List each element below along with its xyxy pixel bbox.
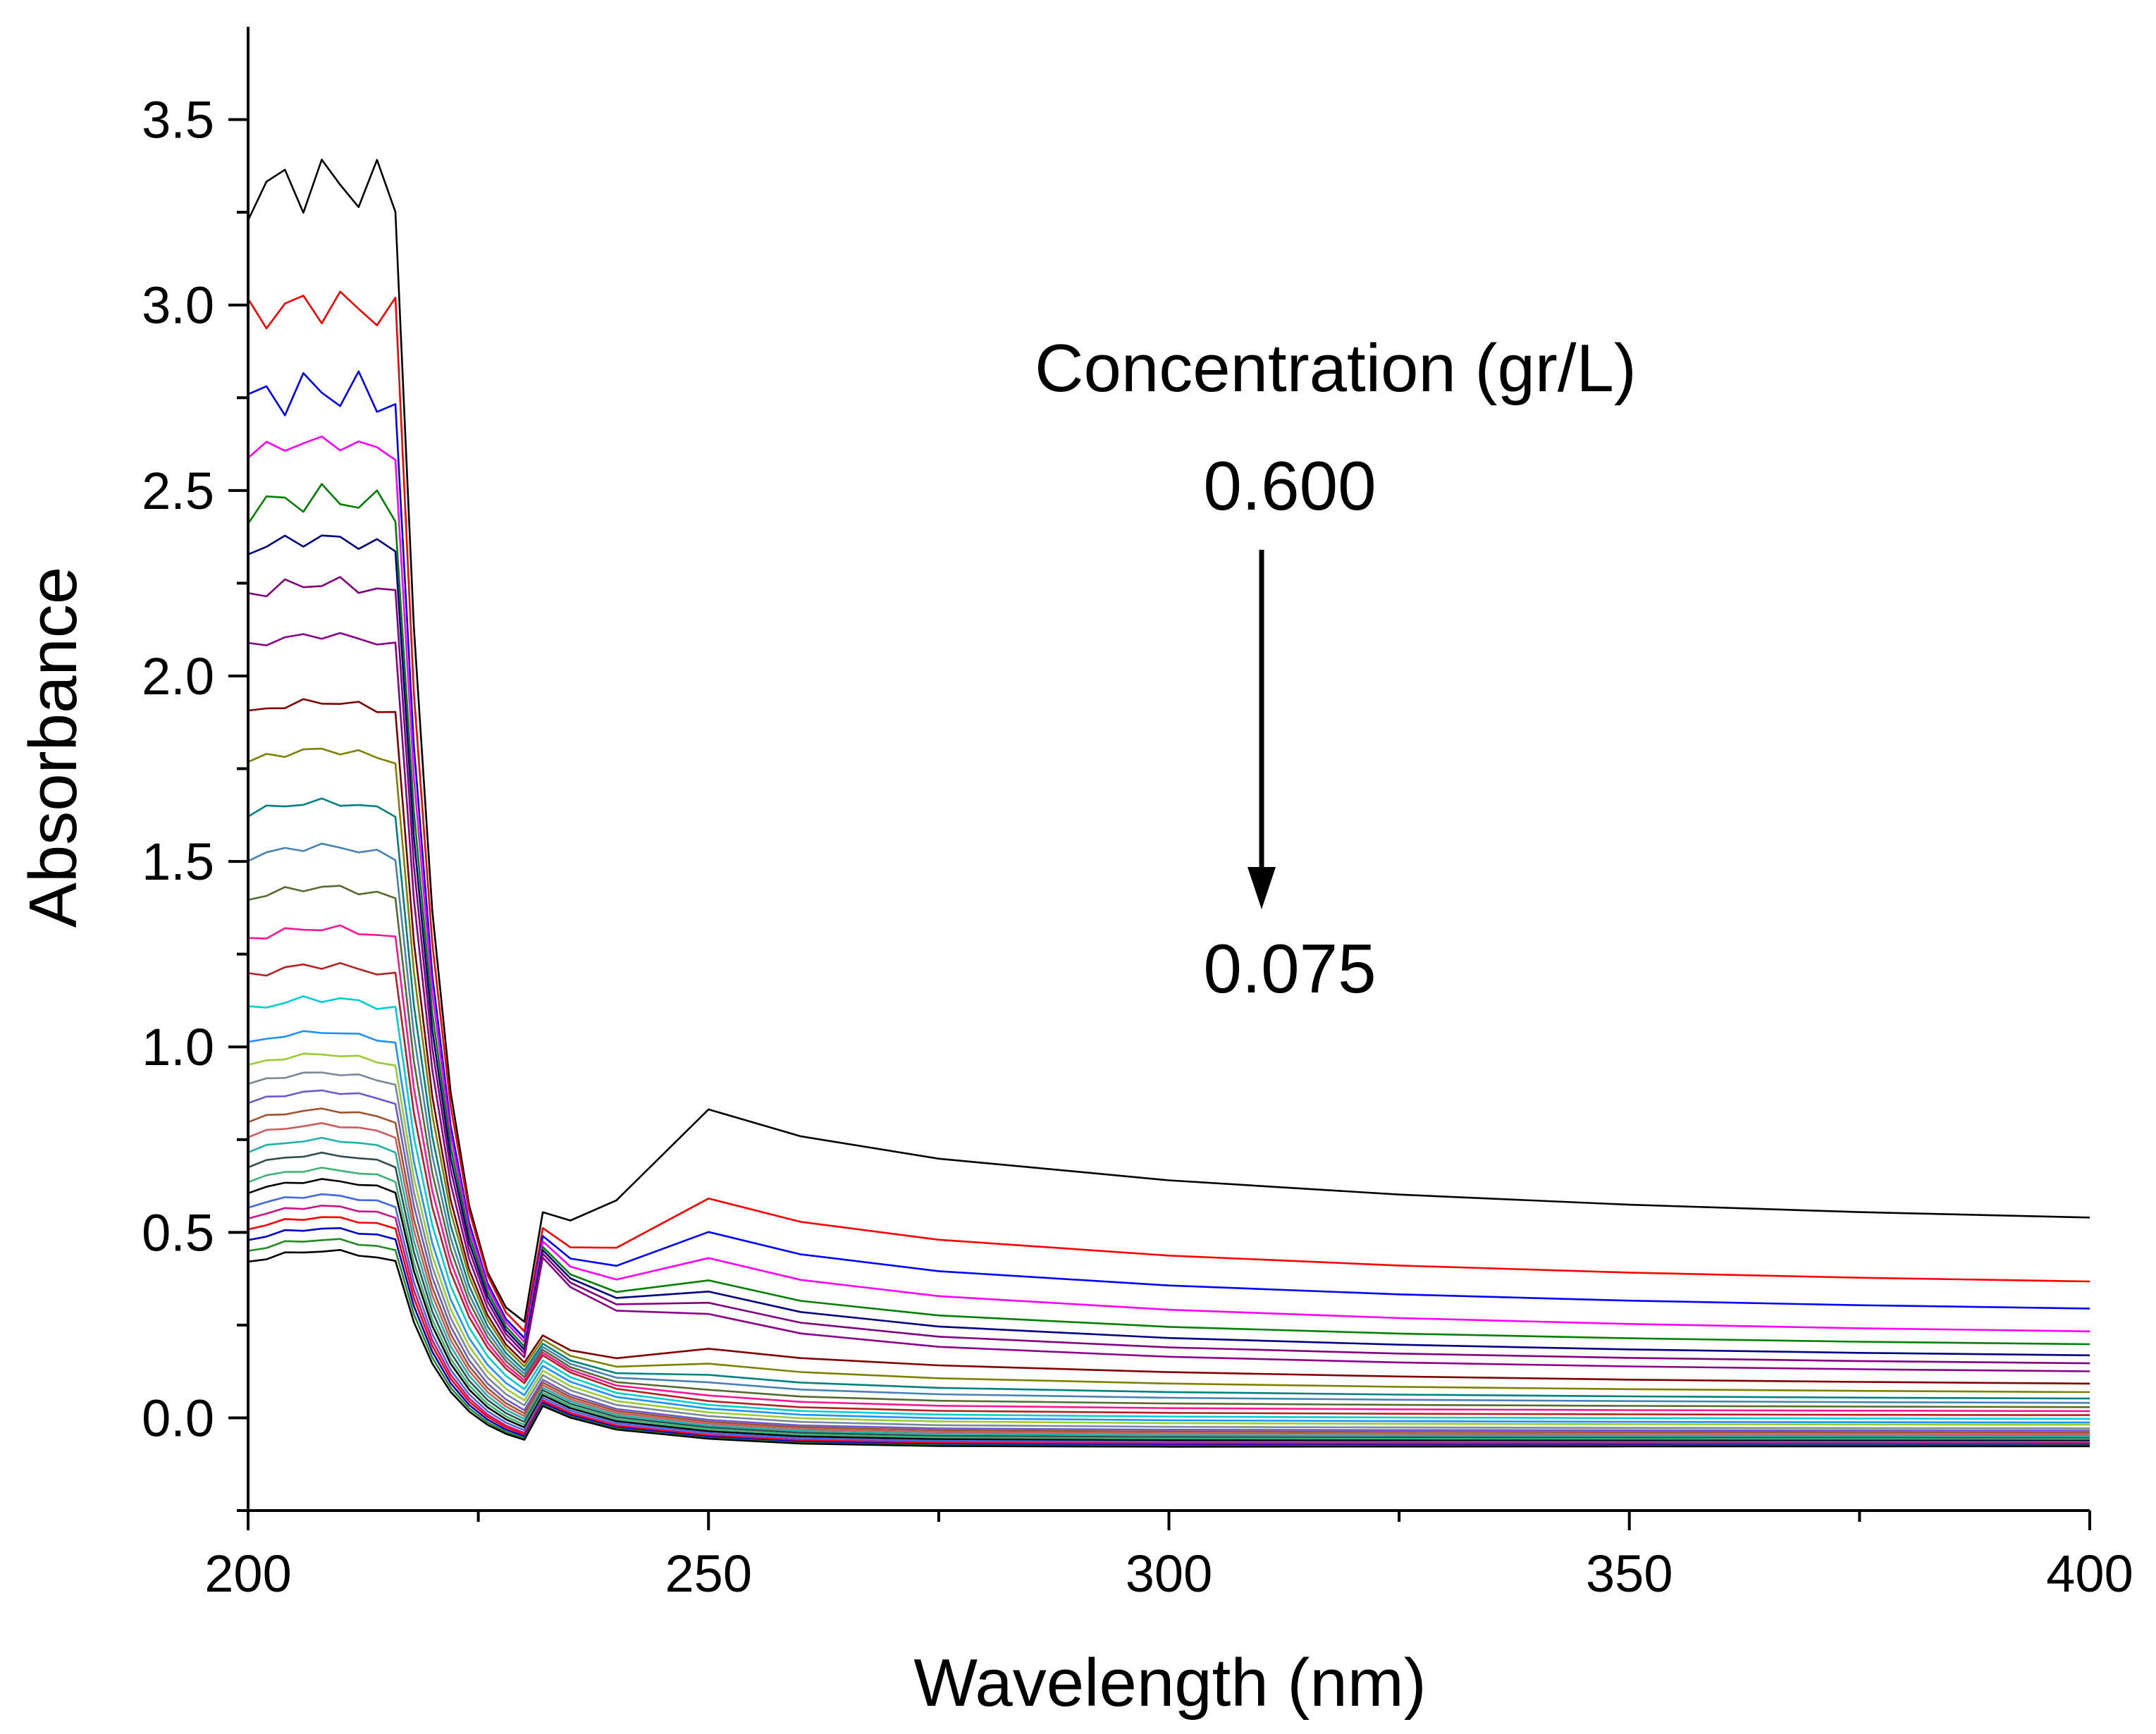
x-tick-label: 250 xyxy=(665,1544,752,1603)
series-line-0.160 xyxy=(247,1107,2090,1434)
axes-layer xyxy=(228,27,2091,1530)
concentration-legend-title: Concentration (gr/L) xyxy=(1035,331,1637,406)
y-tick-label: 3.5 xyxy=(142,91,214,149)
y-tick-label: 1.0 xyxy=(142,1018,214,1076)
series-line-0.120 xyxy=(247,1167,2090,1440)
series-layer xyxy=(247,159,2090,1448)
series-line-0.130 xyxy=(247,1151,2090,1439)
series-line-0.140 xyxy=(247,1136,2090,1437)
series-line-0.100 xyxy=(247,1193,2090,1443)
y-axis-title: Absorbance xyxy=(16,567,91,928)
series-line-0.085 xyxy=(247,1227,2090,1446)
series-line-0.400 xyxy=(247,698,2090,1385)
arrow-end-label: 0.075 xyxy=(1203,930,1376,1007)
series-line-0.325 xyxy=(247,842,2090,1404)
x-tick-label: 200 xyxy=(204,1544,291,1603)
series-line-0.575 xyxy=(247,290,2090,1333)
series-line-0.110 xyxy=(247,1178,2090,1442)
x-axis-title: Wavelength (nm) xyxy=(913,1645,1426,1721)
labels-layer: 200 250 300 350 400 0.0 0.5 1.0 1.5 2.0 2.5 3.0 3.5 xyxy=(142,91,2133,1603)
series-line-0.550 xyxy=(247,370,2090,1339)
series-line-0.190 xyxy=(247,1052,2090,1426)
series-line-0.350 xyxy=(247,797,2090,1400)
series-line-0.525 xyxy=(247,436,2090,1343)
series-line-0.450 xyxy=(247,576,2090,1365)
series-line-0.300 xyxy=(247,885,2090,1408)
series-line-0.500 xyxy=(247,483,2090,1348)
arrow-start-label: 0.600 xyxy=(1203,447,1376,524)
series-line-0.250 xyxy=(247,961,2090,1416)
series-line-0.170 xyxy=(247,1089,2090,1432)
y-tick-label: 2.0 xyxy=(142,647,214,706)
y-tick-label: 1.5 xyxy=(142,832,214,891)
series-line-0.375 xyxy=(247,747,2090,1394)
series-line-0.275 xyxy=(247,924,2090,1413)
series-line-0.090 xyxy=(247,1216,2090,1445)
y-tick-label: 2.5 xyxy=(142,462,214,520)
y-tick-label: 3.0 xyxy=(142,276,214,335)
series-line-0.475 xyxy=(247,534,2090,1357)
series-line-0.180 xyxy=(247,1071,2090,1429)
series-line-0.200 xyxy=(247,1030,2090,1424)
concentration-arrow-head xyxy=(1248,867,1276,909)
series-line-0.150 xyxy=(247,1122,2090,1435)
series-line-0.075 xyxy=(247,1249,2090,1448)
series-line-0.425 xyxy=(247,632,2090,1372)
x-tick-label: 300 xyxy=(1126,1544,1212,1603)
x-tick-label: 400 xyxy=(2046,1544,2133,1603)
y-tick-label: 0.0 xyxy=(142,1389,214,1447)
y-tick-label: 0.5 xyxy=(142,1203,214,1262)
series-line-0.225 xyxy=(247,995,2090,1420)
x-tick-label: 350 xyxy=(1586,1544,1673,1603)
